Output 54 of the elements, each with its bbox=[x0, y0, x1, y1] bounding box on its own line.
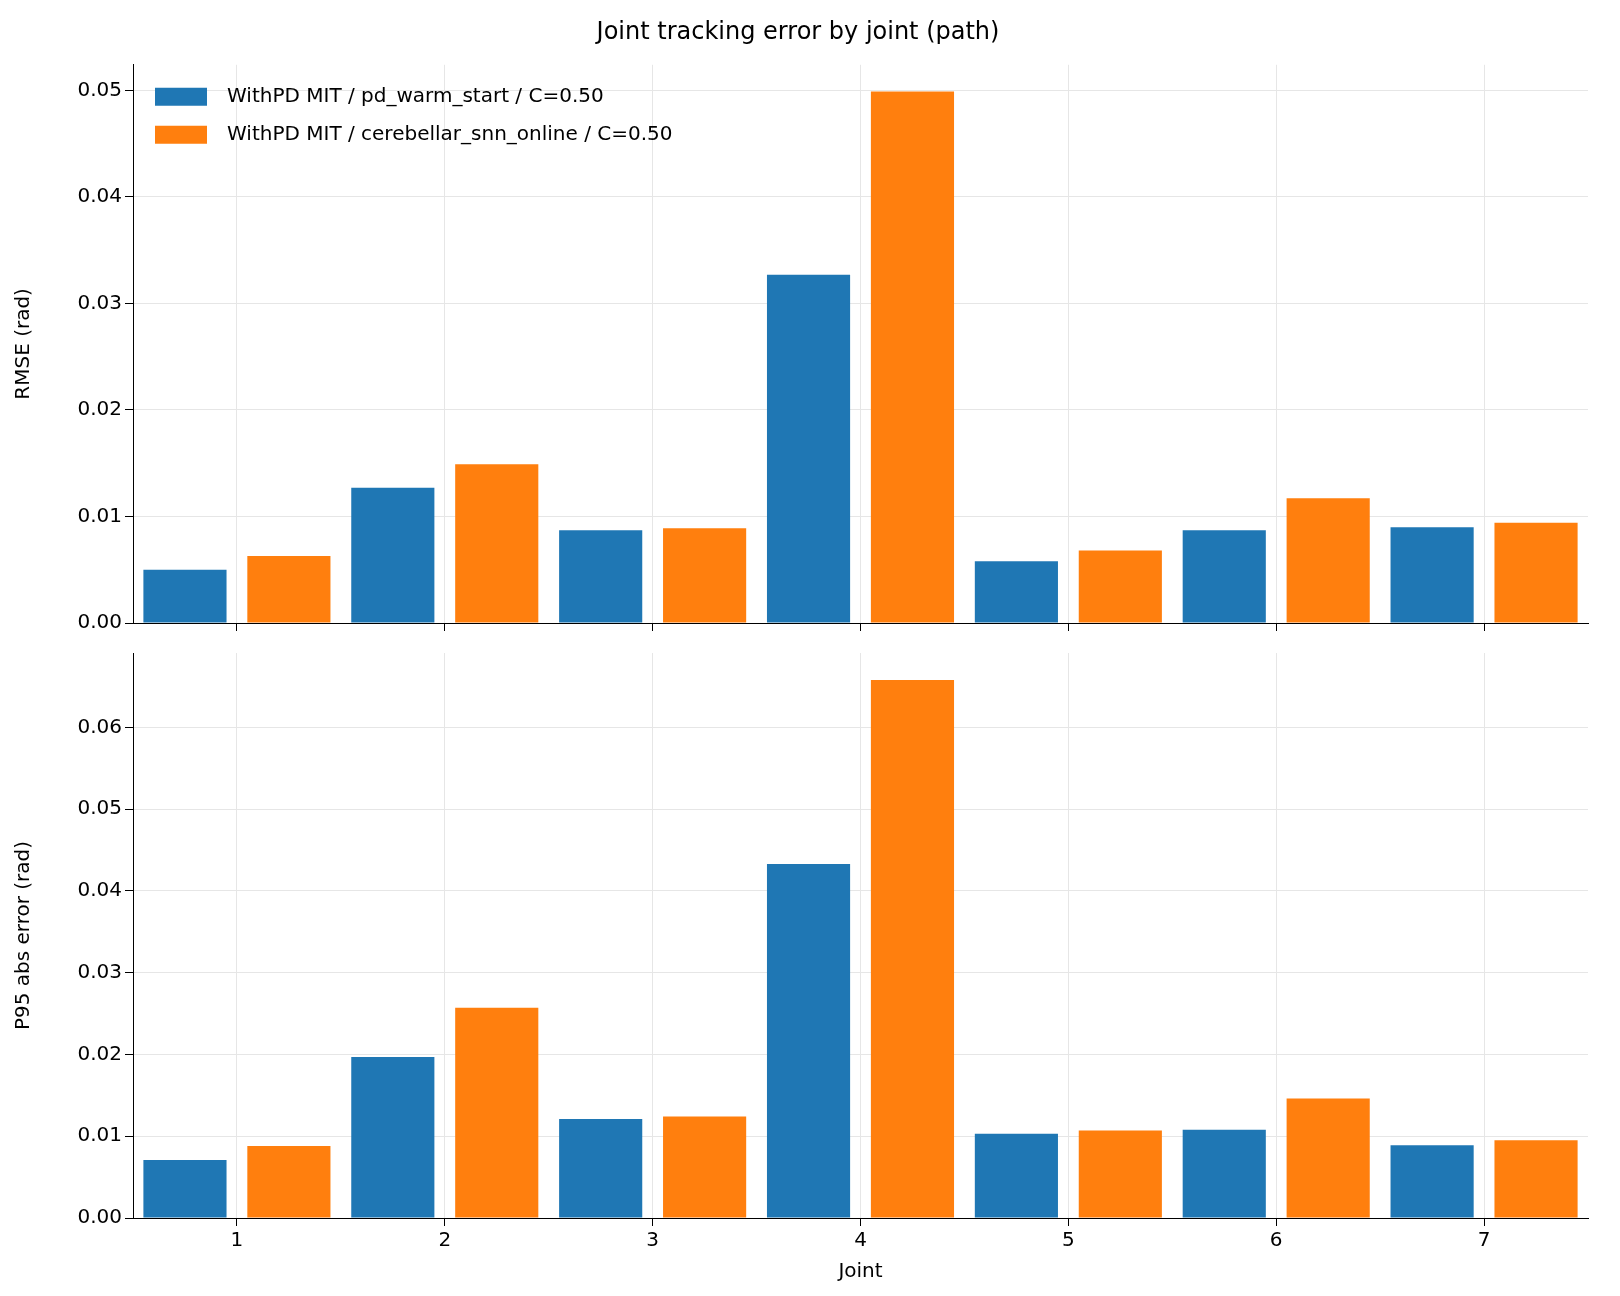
y-tick-label: 0.02 bbox=[77, 1040, 122, 1065]
bar bbox=[974, 561, 1058, 623]
y-tick-label: 0.06 bbox=[77, 713, 122, 738]
bar bbox=[1182, 1129, 1266, 1218]
y-tick-label: 0.03 bbox=[77, 289, 122, 314]
x-tick-label: 5 bbox=[1061, 1227, 1075, 1252]
chart-title: Joint tracking error by joint (path) bbox=[594, 16, 1000, 45]
x-tick-label: 4 bbox=[854, 1227, 867, 1252]
y-tick-label: 0.04 bbox=[77, 183, 122, 208]
bar bbox=[870, 91, 955, 623]
y-tick-label: 0.05 bbox=[77, 795, 122, 820]
bar bbox=[351, 1056, 435, 1218]
y-tick-label: 0.03 bbox=[77, 958, 122, 983]
bar bbox=[1182, 530, 1266, 623]
x-axis-title: Joint bbox=[836, 1258, 883, 1283]
bar bbox=[559, 1119, 643, 1218]
x-tick-label: 7 bbox=[1477, 1227, 1491, 1252]
bar bbox=[1286, 498, 1370, 623]
x-tick-label: 6 bbox=[1269, 1227, 1283, 1252]
bar bbox=[1494, 1140, 1578, 1218]
y-tick-label: 0.00 bbox=[77, 609, 122, 634]
bar bbox=[1494, 522, 1578, 623]
y-tick-label: 0.00 bbox=[77, 1204, 122, 1229]
bar bbox=[1078, 550, 1162, 623]
bar bbox=[247, 555, 331, 623]
bar bbox=[1390, 1145, 1474, 1218]
bar bbox=[870, 679, 955, 1218]
bar bbox=[1390, 527, 1474, 623]
bar bbox=[143, 569, 227, 623]
y-tick-label: 0.01 bbox=[77, 1122, 122, 1147]
bar bbox=[766, 863, 851, 1218]
bar bbox=[559, 530, 643, 623]
bar bbox=[455, 1007, 539, 1218]
bar bbox=[663, 528, 747, 623]
x-tick-label: 3 bbox=[646, 1227, 660, 1252]
bar bbox=[247, 1146, 331, 1218]
y-axis-title: P95 abs error (rad) bbox=[10, 840, 35, 1031]
y-tick-label: 0.04 bbox=[77, 877, 122, 902]
bar bbox=[143, 1159, 227, 1218]
y-tick-label: 0.02 bbox=[77, 396, 122, 421]
y-axis-title: RMSE (rad) bbox=[10, 288, 35, 400]
bar bbox=[351, 487, 435, 623]
bar bbox=[455, 464, 539, 623]
bar bbox=[766, 274, 851, 623]
bar bbox=[1286, 1098, 1370, 1218]
x-tick-label: 2 bbox=[438, 1227, 452, 1252]
x-tick-label: 1 bbox=[230, 1227, 244, 1252]
bar bbox=[974, 1133, 1058, 1218]
legend-label: WithPD MIT / pd_warm_start / C=0.50 bbox=[227, 83, 604, 107]
y-tick-label: 0.01 bbox=[77, 502, 122, 527]
legend-label: WithPD MIT / cerebellar_snn_online / C=0.50 bbox=[227, 121, 673, 145]
bar bbox=[1078, 1130, 1162, 1218]
bar bbox=[663, 1116, 747, 1218]
y-tick-label: 0.05 bbox=[77, 76, 122, 101]
